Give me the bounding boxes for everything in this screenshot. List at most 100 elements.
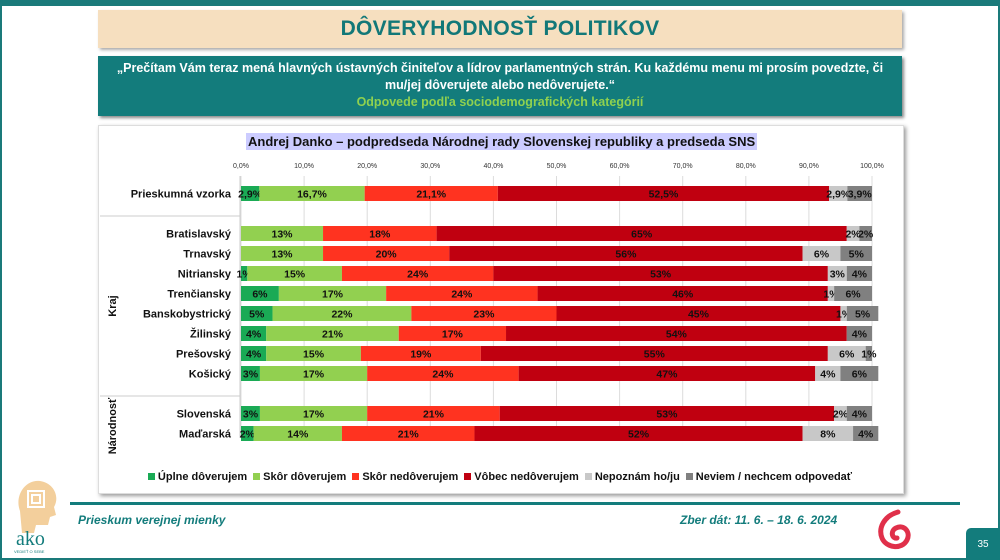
legend-swatch <box>685 473 693 480</box>
data-label: 15% <box>303 349 325 361</box>
bar-segment <box>802 246 841 261</box>
question-text: „Prečítam Vám teraz mená hlavných ústavn… <box>116 61 884 92</box>
data-label: 14% <box>287 429 309 441</box>
data-label: 3% <box>243 369 259 381</box>
page-title: DÔVERYHODNOSŤ POLITIKOV <box>340 17 660 40</box>
bar-segment <box>272 306 412 321</box>
chart-title: Andrej Danko – podpredseda Národnej rady… <box>246 133 758 150</box>
data-label: 16,7% <box>297 189 327 201</box>
bar-segment <box>859 226 872 241</box>
bar-segment <box>241 246 324 261</box>
data-label: 2% <box>833 409 849 421</box>
data-label: 17% <box>303 409 325 421</box>
category-label: Prešovský <box>176 349 232 361</box>
bar-segment <box>802 426 854 441</box>
group-label-2: Národnosť <box>107 397 119 454</box>
page-number: 35 <box>966 528 1000 560</box>
data-label: 15% <box>284 269 306 281</box>
bar-segment <box>241 326 267 341</box>
bar-segment <box>247 266 342 281</box>
bar-segment <box>847 186 872 201</box>
data-label: 21% <box>423 409 445 421</box>
bar-segment <box>827 266 847 281</box>
bar-segment <box>497 186 830 201</box>
bar-segment <box>840 246 872 261</box>
group-label-1: Kraj <box>107 295 119 316</box>
bar-segment <box>865 346 872 361</box>
data-label: 56% <box>615 249 637 261</box>
data-label: 65% <box>631 229 653 241</box>
ako-tagline: VEDIEŤ O SEBE <box>14 549 45 554</box>
category-label: Nitriansky <box>178 269 232 281</box>
legend-item: Nepoznám ho/ju <box>584 471 680 483</box>
data-label: 6% <box>252 289 268 301</box>
ako-logo-text: ako <box>16 528 45 550</box>
bar-segment <box>241 406 260 421</box>
data-label: 19% <box>410 349 432 361</box>
bar-segment <box>840 306 847 321</box>
bar-segment <box>834 406 847 421</box>
bar-segment <box>259 366 368 381</box>
bar-segment <box>840 366 879 381</box>
data-label: 6% <box>814 249 830 261</box>
x-tick-label: 10,0% <box>294 163 314 170</box>
bar-segment <box>323 246 450 261</box>
bar-segment <box>827 286 835 301</box>
bar-segment <box>846 226 860 241</box>
data-label: 13% <box>272 229 294 241</box>
bar-segment <box>386 286 538 301</box>
bar-segment <box>846 306 879 321</box>
data-label: 5% <box>849 249 865 261</box>
bar-segment <box>846 266 872 281</box>
chart-legend: Úplne dôverujem Skôr dôverujem Skôr nedôve… <box>0 471 1000 483</box>
data-label: 6% <box>845 289 861 301</box>
data-label: 8% <box>820 429 836 441</box>
data-label: 2,9% <box>238 189 263 201</box>
category-label: Žilinský <box>190 328 232 341</box>
data-label: 24% <box>432 369 454 381</box>
category-label: Slovenská <box>177 409 232 421</box>
bar-segment <box>436 226 847 241</box>
data-label: 13% <box>272 249 294 261</box>
data-label: 21% <box>322 329 344 341</box>
legend-label: Vôbec nedôverujem <box>474 471 579 483</box>
x-tick-label: 40,0% <box>483 163 503 170</box>
bar-segment <box>499 406 835 421</box>
legend-swatch <box>147 473 155 480</box>
legend-label: Nepoznám ho/ju <box>594 471 680 483</box>
bar-segment <box>323 226 437 241</box>
data-label: 4% <box>246 349 262 361</box>
bar-segment <box>537 286 828 301</box>
data-label: 52,5% <box>649 189 679 201</box>
title-banner: DÔVERYHODNOSŤ POLITIKOV <box>98 10 902 48</box>
data-label: 24% <box>451 289 473 301</box>
bar-segment <box>493 266 828 281</box>
data-label: 54% <box>666 329 688 341</box>
category-label: Košický <box>189 369 232 381</box>
bar-segment <box>480 346 828 361</box>
bar-segment <box>259 186 365 201</box>
data-label: 3% <box>830 269 846 281</box>
category-label: Bratislavský <box>166 229 232 241</box>
data-label: 4% <box>246 329 262 341</box>
bar-segment <box>341 426 475 441</box>
x-tick-label: 60,0% <box>610 163 630 170</box>
bar-segment <box>827 346 866 361</box>
bar-segment <box>364 186 498 201</box>
data-label: 20% <box>376 249 398 261</box>
bar-segment <box>474 426 803 441</box>
data-label: 5% <box>855 309 871 321</box>
footer-divider <box>70 502 960 505</box>
data-label: 6% <box>839 349 855 361</box>
category-label: Prieskumná vzorka <box>131 189 232 201</box>
bar-segment <box>341 266 494 281</box>
legend-swatch <box>584 473 592 480</box>
question-box: „Prečítam Vám teraz mená hlavných ústavn… <box>98 56 902 116</box>
data-label: 47% <box>656 369 678 381</box>
x-tick-label: 70,0% <box>673 163 693 170</box>
bar-segment <box>241 306 273 321</box>
bar-segment <box>241 426 254 441</box>
data-label: 53% <box>650 269 672 281</box>
bar-segment <box>266 326 399 341</box>
